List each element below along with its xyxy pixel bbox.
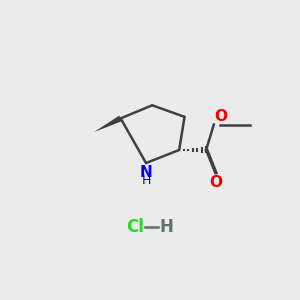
Text: N: N [140, 165, 152, 180]
Text: H: H [159, 218, 173, 236]
Text: Cl: Cl [126, 218, 144, 236]
Polygon shape [94, 116, 122, 132]
Text: H: H [141, 174, 151, 187]
Text: O: O [214, 109, 228, 124]
Text: O: O [209, 176, 222, 190]
